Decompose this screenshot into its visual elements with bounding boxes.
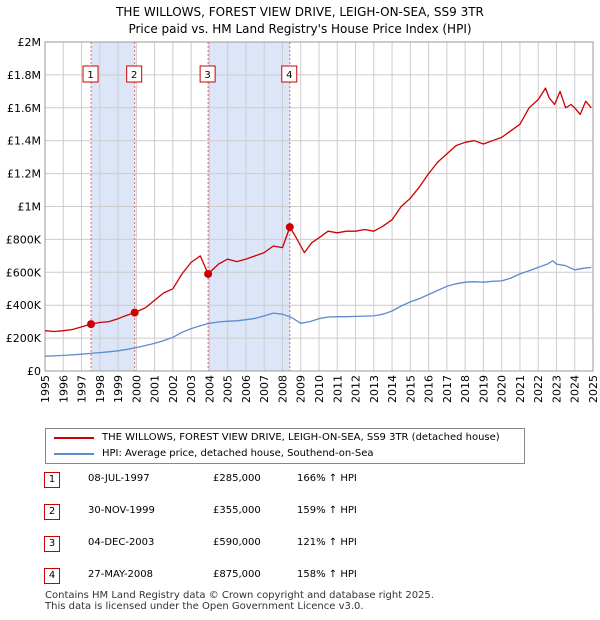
sale-number-label: 2 [131, 70, 137, 81]
sale-hpi-change: 158% ↑ HPI [297, 569, 357, 580]
sale-price: £875,000 [213, 569, 261, 580]
plot-area [44, 41, 594, 372]
x-tick-label: 1996 [57, 375, 70, 403]
x-tick-label: 1995 [39, 375, 52, 403]
price-chart: £0 £200K £400K £600K £800K £1M £1.2M £1.4M £1.6M… [6, 36, 600, 403]
x-tick-label: 1997 [76, 375, 89, 403]
sale-point [87, 320, 96, 329]
y-tick-label: £0 [27, 365, 41, 378]
sale-point [285, 223, 294, 232]
x-tick-label: 2016 [423, 375, 436, 403]
legend-swatch-hpi [54, 453, 94, 455]
sale-row: 2 30-NOV-1999 £355,000 159% ↑ HPI [0, 502, 600, 522]
y-tick-label: £600K [6, 266, 42, 279]
sale-date: 08-JUL-1997 [88, 473, 150, 484]
x-tick-label: 2009 [295, 375, 308, 403]
sale-price: £285,000 [213, 473, 261, 484]
y-tick-label: £2M [18, 36, 42, 49]
x-tick-label: 2024 [569, 375, 582, 403]
x-tick-label: 2008 [276, 375, 289, 403]
x-tick-label: 1998 [94, 375, 107, 403]
sale-number-badge: 1 [44, 472, 60, 488]
x-tick-label: 2006 [240, 375, 253, 403]
sale-hpi-change: 159% ↑ HPI [297, 505, 357, 516]
x-tick-label: 2000 [130, 375, 143, 403]
legend: THE WILLOWS, FOREST VIEW DRIVE, LEIGH-ON… [45, 428, 525, 464]
x-tick-label: 2013 [368, 375, 381, 403]
y-tick-label: £800K [6, 233, 42, 246]
sale-point [204, 269, 213, 278]
y-tick-label: £1.2M [7, 168, 41, 181]
sale-date: 04-DEC-2003 [88, 537, 155, 548]
sale-price: £590,000 [213, 537, 261, 548]
x-tick-label: 2004 [203, 375, 216, 403]
x-tick-label: 2010 [313, 375, 326, 403]
sale-number-box [126, 65, 143, 83]
sale-number-badge: 3 [44, 536, 60, 552]
footer-line1: Contains HM Land Registry data © Crown c… [45, 590, 434, 601]
sale-number-label: 3 [204, 70, 210, 81]
x-tick-label: 2020 [496, 375, 509, 403]
y-tick-label: £1.8M [7, 69, 41, 82]
chart-title-line1: THE WILLOWS, FOREST VIEW DRIVE, LEIGH-ON… [116, 5, 484, 19]
x-tick-label: 2023 [550, 375, 563, 403]
legend-label-hpi: HPI: Average price, detached house, Sout… [102, 448, 374, 459]
x-tick-label: 2022 [532, 375, 545, 403]
sale-hpi-change: 121% ↑ HPI [297, 537, 357, 548]
legend-swatch-property [54, 437, 94, 439]
x-tick-label: 2005 [222, 375, 235, 403]
x-tick-label: 2001 [149, 375, 162, 403]
x-tick-label: 2021 [514, 375, 527, 403]
chart-title-line2: Price paid vs. HM Land Registry's House … [128, 22, 472, 36]
sale-number-box [281, 65, 298, 83]
sale-hpi-change: 166% ↑ HPI [297, 473, 357, 484]
sale-number-box [82, 65, 99, 83]
sale-price: £355,000 [213, 505, 261, 516]
sale-number-badge: 4 [44, 568, 60, 584]
x-tick-label: 2017 [441, 375, 454, 403]
sale-row: 4 27-MAY-2008 £875,000 158% ↑ HPI [0, 566, 600, 586]
x-tick-label: 2025 [587, 375, 600, 403]
sale-number-label: 4 [286, 70, 292, 81]
sale-point [130, 308, 139, 317]
sale-date: 27-MAY-2008 [88, 569, 154, 580]
sale-row: 3 04-DEC-2003 £590,000 121% ↑ HPI [0, 534, 600, 554]
hpi-line [44, 260, 592, 357]
y-tick-label: £1.4M [7, 135, 41, 148]
y-tick-label: £1.6M [7, 102, 41, 115]
y-tick-label: £400K [6, 299, 42, 312]
property-price-line [44, 87, 592, 333]
x-tick-label: 2002 [167, 375, 180, 403]
x-tick-label: 1999 [112, 375, 125, 403]
y-tick-label: £200K [6, 332, 42, 345]
sale-date: 30-NOV-1999 [88, 505, 155, 516]
x-tick-label: 2003 [185, 375, 198, 403]
chart-title: THE WILLOWS, FOREST VIEW DRIVE, LEIGH-ON… [0, 4, 600, 38]
sale-row: 1 08-JUL-1997 £285,000 166% ↑ HPI [0, 470, 600, 490]
x-tick-label: 2019 [477, 375, 490, 403]
legend-label-property: THE WILLOWS, FOREST VIEW DRIVE, LEIGH-ON… [102, 432, 500, 443]
x-tick-label: 2014 [386, 375, 399, 403]
sale-number-box [199, 65, 216, 83]
x-tick-label: 2015 [404, 375, 417, 403]
footer-line2: This data is licensed under the Open Gov… [45, 601, 364, 612]
sale-number-badge: 2 [44, 504, 60, 520]
sale-number-label: 1 [87, 70, 93, 81]
footer-attribution: Contains HM Land Registry data © Crown c… [45, 590, 434, 612]
x-tick-label: 2011 [331, 375, 344, 403]
x-tick-label: 2012 [350, 375, 363, 403]
x-tick-label: 2018 [459, 375, 472, 403]
y-tick-label: £1M [18, 201, 42, 214]
x-tick-label: 2007 [258, 375, 271, 403]
